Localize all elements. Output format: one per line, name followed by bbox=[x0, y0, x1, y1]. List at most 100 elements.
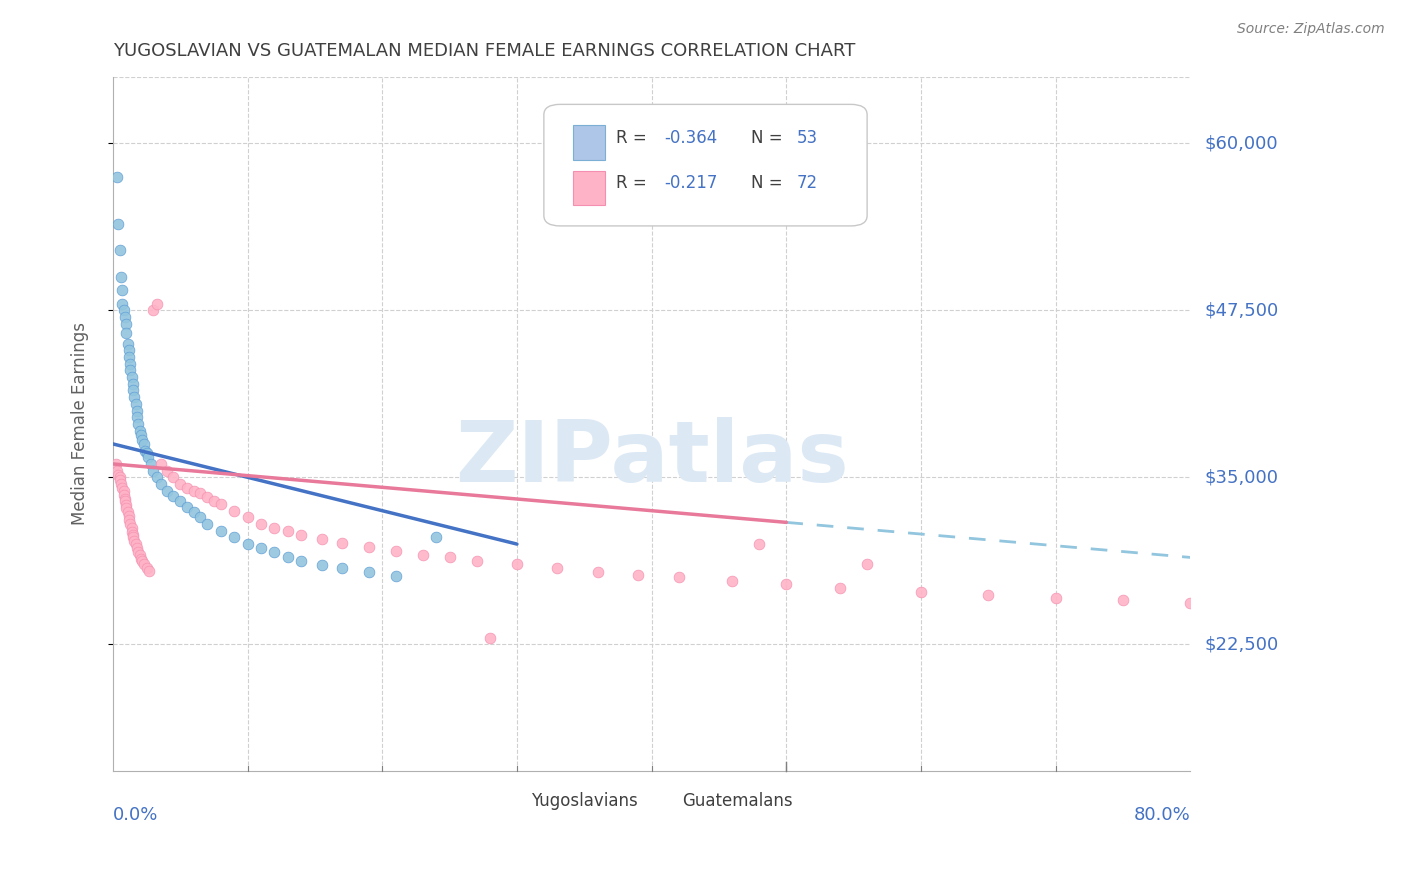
Point bbox=[146, 470, 169, 484]
Point bbox=[290, 554, 312, 568]
Text: N =: N = bbox=[751, 174, 787, 193]
Point bbox=[127, 417, 149, 431]
Point bbox=[156, 464, 179, 478]
Point bbox=[236, 510, 259, 524]
Point bbox=[384, 543, 406, 558]
Point bbox=[202, 494, 225, 508]
Text: 72: 72 bbox=[797, 174, 818, 193]
Point bbox=[114, 491, 136, 506]
Point bbox=[110, 477, 132, 491]
Point bbox=[222, 530, 245, 544]
Text: Yugoslavians: Yugoslavians bbox=[531, 792, 638, 810]
Point bbox=[162, 489, 184, 503]
Point bbox=[111, 283, 134, 297]
Point bbox=[121, 524, 143, 539]
Point bbox=[330, 561, 353, 575]
Point bbox=[125, 537, 148, 551]
Point bbox=[122, 527, 145, 541]
Point bbox=[156, 483, 179, 498]
Point bbox=[122, 376, 145, 391]
Point bbox=[124, 534, 146, 549]
Point bbox=[384, 569, 406, 583]
Point bbox=[146, 296, 169, 310]
Text: $47,500: $47,500 bbox=[1205, 301, 1278, 319]
Point bbox=[108, 244, 131, 258]
Point bbox=[108, 470, 131, 484]
Point bbox=[131, 554, 153, 568]
Point bbox=[775, 577, 797, 591]
Text: $35,000: $35,000 bbox=[1205, 468, 1278, 486]
Point bbox=[222, 504, 245, 518]
Point bbox=[169, 494, 191, 508]
Point bbox=[107, 217, 129, 231]
Text: YUGOSLAVIAN VS GUATEMALAN MEDIAN FEMALE EARNINGS CORRELATION CHART: YUGOSLAVIAN VS GUATEMALAN MEDIAN FEMALE … bbox=[112, 42, 855, 60]
Point bbox=[120, 363, 142, 377]
Point bbox=[190, 486, 212, 500]
Point bbox=[115, 499, 138, 513]
Point bbox=[115, 326, 138, 340]
Point bbox=[110, 269, 132, 284]
Point bbox=[129, 551, 152, 566]
Point bbox=[263, 545, 285, 559]
Text: 80.0%: 80.0% bbox=[1133, 805, 1191, 824]
Point bbox=[121, 370, 143, 384]
Point bbox=[176, 500, 198, 514]
Point bbox=[357, 565, 380, 579]
Point bbox=[132, 557, 155, 571]
Point bbox=[748, 537, 770, 551]
Point bbox=[263, 521, 285, 535]
Text: -0.217: -0.217 bbox=[665, 174, 718, 193]
Point bbox=[131, 433, 153, 447]
Point bbox=[277, 524, 299, 538]
Point bbox=[122, 530, 145, 544]
Point bbox=[118, 343, 141, 358]
Point bbox=[115, 501, 138, 516]
Point bbox=[150, 477, 173, 491]
Point bbox=[127, 541, 149, 555]
Point bbox=[290, 527, 312, 541]
Point bbox=[830, 581, 852, 595]
Point bbox=[118, 509, 141, 524]
Point bbox=[107, 467, 129, 482]
Point bbox=[721, 574, 744, 589]
Text: R =: R = bbox=[616, 129, 652, 147]
Point bbox=[412, 548, 434, 562]
Point bbox=[114, 494, 136, 508]
Point bbox=[439, 550, 461, 565]
Point bbox=[132, 437, 155, 451]
Point bbox=[111, 296, 134, 310]
Point bbox=[856, 557, 879, 571]
Point bbox=[1112, 593, 1135, 607]
Point bbox=[250, 516, 273, 531]
Point bbox=[910, 585, 932, 599]
Text: ZIPatlas: ZIPatlas bbox=[454, 417, 848, 500]
Point bbox=[134, 443, 156, 458]
Point bbox=[1045, 591, 1067, 605]
Point bbox=[125, 397, 148, 411]
Point bbox=[169, 477, 191, 491]
Point bbox=[112, 488, 135, 502]
Point bbox=[135, 561, 157, 575]
Text: Source: ZipAtlas.com: Source: ZipAtlas.com bbox=[1237, 22, 1385, 37]
Point bbox=[209, 524, 232, 538]
Point bbox=[183, 483, 205, 498]
Point bbox=[111, 481, 134, 495]
Point bbox=[138, 564, 160, 578]
Point bbox=[142, 464, 165, 478]
Point bbox=[128, 424, 150, 438]
Point bbox=[546, 561, 568, 575]
Point bbox=[195, 516, 218, 531]
Point bbox=[127, 403, 149, 417]
Point bbox=[668, 570, 690, 584]
Point bbox=[506, 557, 529, 571]
Point bbox=[120, 357, 142, 371]
Point bbox=[139, 457, 162, 471]
Point bbox=[190, 510, 212, 524]
Point bbox=[122, 384, 145, 398]
Point bbox=[277, 550, 299, 565]
Text: N =: N = bbox=[751, 129, 787, 147]
Point bbox=[115, 317, 138, 331]
Point bbox=[142, 303, 165, 318]
Point bbox=[236, 537, 259, 551]
Point bbox=[114, 310, 136, 324]
